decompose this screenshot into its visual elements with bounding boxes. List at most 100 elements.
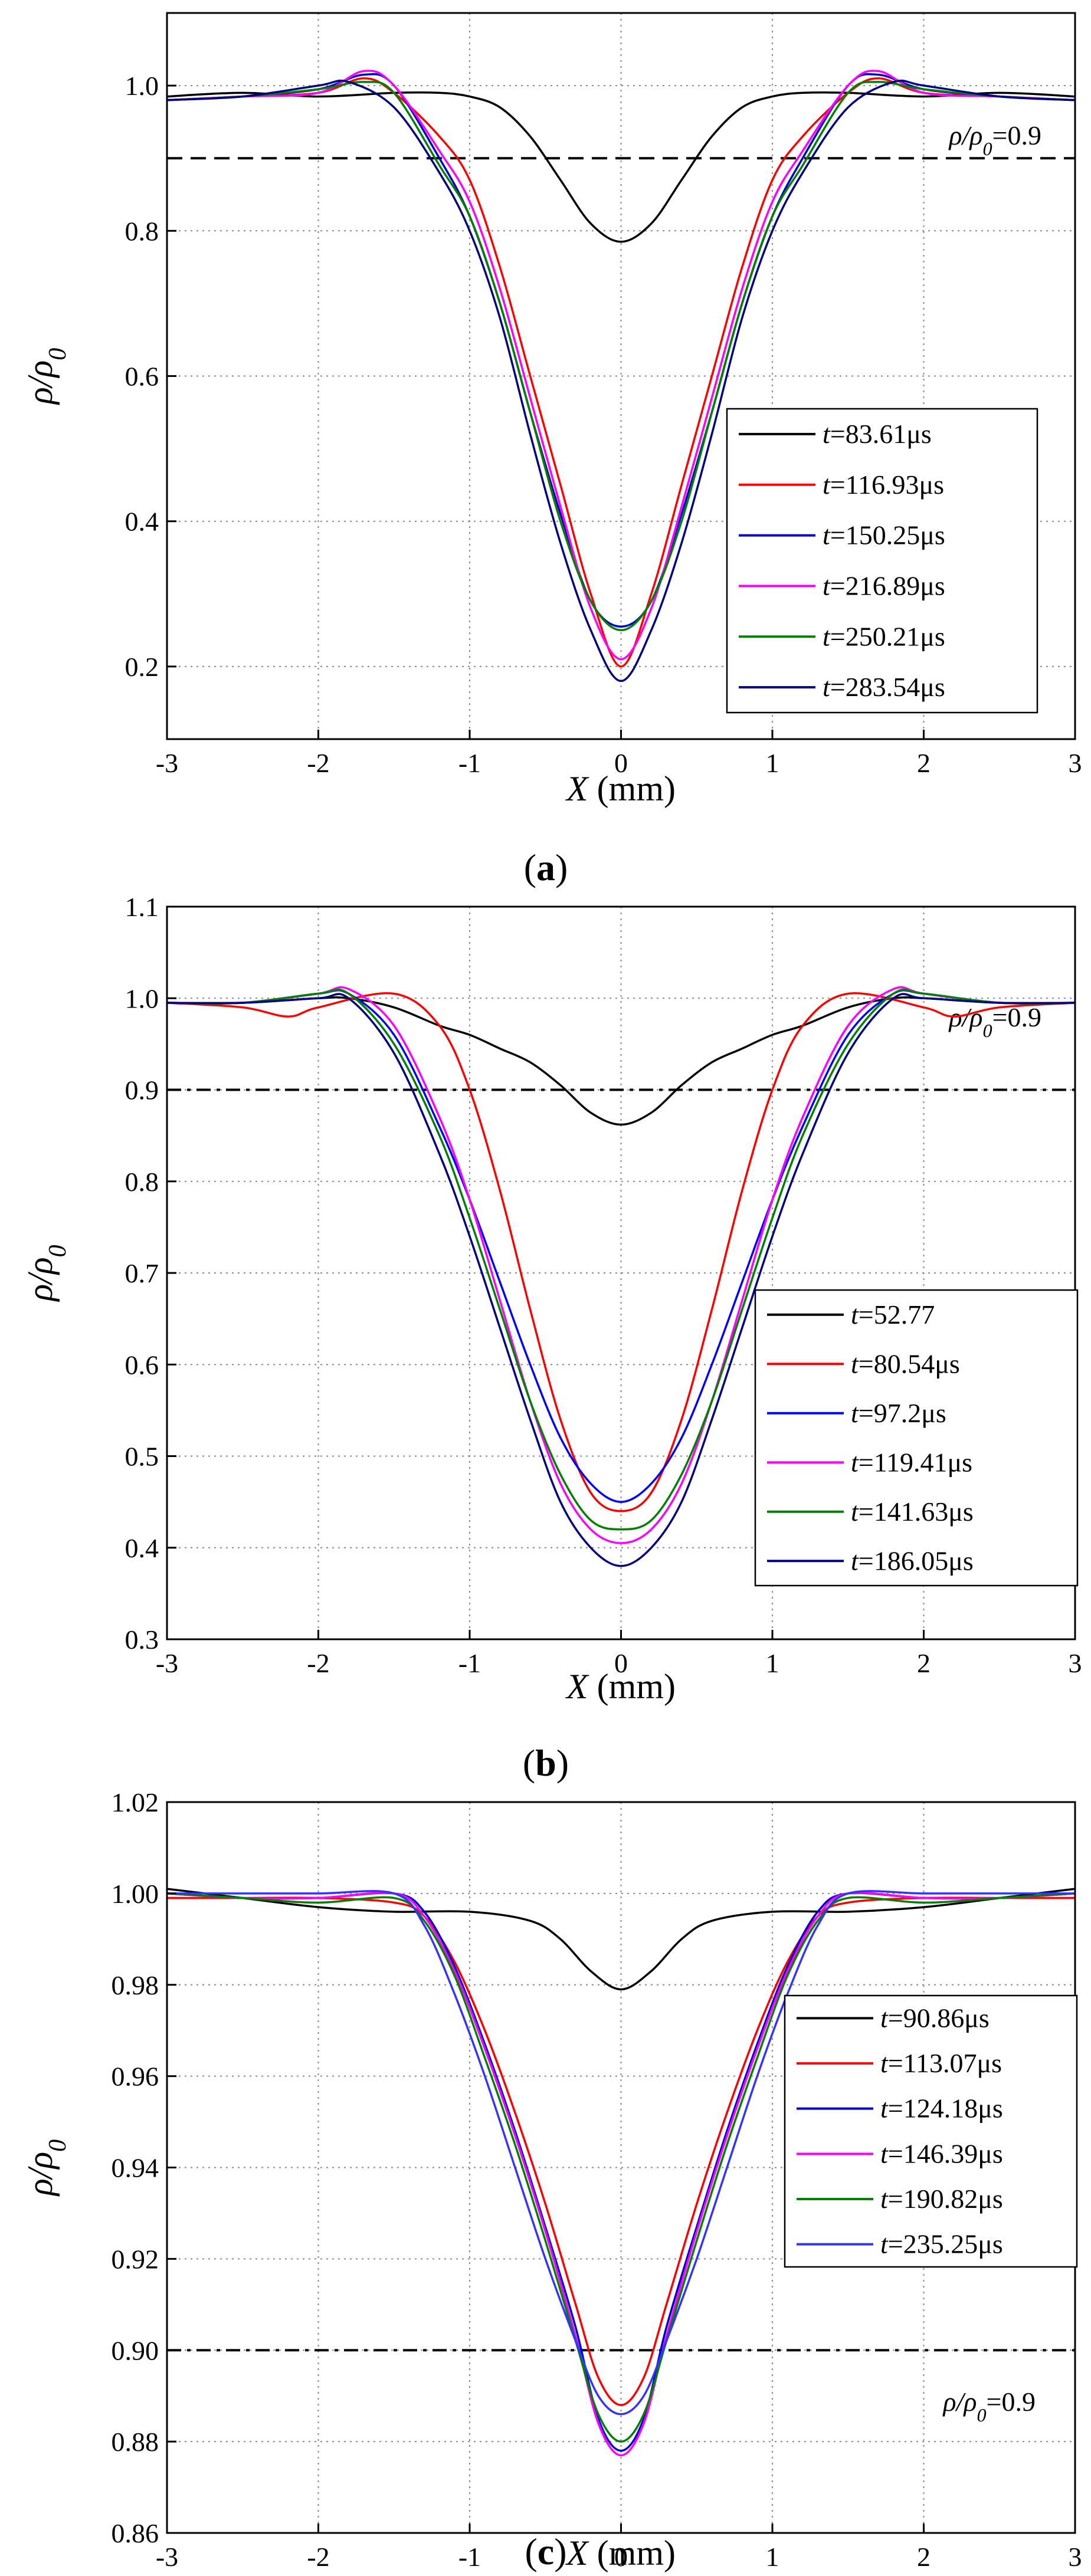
series-line-5 xyxy=(166,1892,1076,2443)
y-tick-label: 0.90 xyxy=(112,2335,159,2365)
y-tick-label: 0.9 xyxy=(125,1075,159,1105)
y-tick-label: 0.98 xyxy=(112,1970,159,2000)
x-axis-ticks: -3 -2 -1 0 1 2 3 xyxy=(156,1630,1082,1678)
series-line-5 xyxy=(166,988,1076,1531)
legend-entry-1: t=90.86μs xyxy=(880,2003,990,2033)
legend-box xyxy=(784,1994,1078,2268)
legend-entry-3: t=97.2μs xyxy=(851,1398,946,1428)
x-axis-ticks: -3 -2 -1 0 1 2 3 xyxy=(156,2524,1082,2572)
x-tick-label: 3 xyxy=(1069,748,1082,778)
chart-panel-a: ρ/ρ0=0.9 -3 -2 -1 0 1 2 3 0.2 0.4 0.6 0.8 1.0 X (mm) ρ… xyxy=(21,12,1082,888)
panel-label: (c) xyxy=(525,2531,566,2572)
y-tick-label: 0.92 xyxy=(112,2244,159,2274)
y-axis-ticks: 0.3 0.4 0.5 0.6 0.7 0.8 0.9 1.0 1.1 xyxy=(125,892,176,1655)
y-tick-label: 0.8 xyxy=(125,1167,159,1197)
legend-entry-2: t=80.54μs xyxy=(851,1348,960,1379)
legend-entry-1: t=52.77 xyxy=(851,1300,935,1330)
series-line-6 xyxy=(166,79,1076,682)
x-tick-label: -3 xyxy=(156,2542,178,2572)
y-tick-label: 0.6 xyxy=(125,362,159,392)
legend-entry-4: t=119.41μs xyxy=(851,1447,972,1477)
legend-entry-5: t=190.82μs xyxy=(880,2184,1003,2214)
legend: t=83.61μs t=116.93μs t=150.25μs t=216.89μs t… xyxy=(726,408,1038,714)
legend-box xyxy=(754,1289,1079,1587)
reference-line-label: ρ/ρ0=0.9 xyxy=(948,120,1042,159)
x-axis-title: X (mm) xyxy=(565,2534,676,2572)
y-tick-label: 0.86 xyxy=(112,2518,159,2548)
y-axis-title: ρ/ρ0 xyxy=(21,1245,71,1302)
y-tick-label: 0.7 xyxy=(125,1258,159,1288)
series-line-4 xyxy=(166,1891,1076,2457)
x-tick-label: -1 xyxy=(458,1648,481,1678)
y-tick-label: 1.1 xyxy=(125,892,159,922)
series-line-6 xyxy=(166,993,1076,1567)
x-tick-label: 0 xyxy=(614,748,628,778)
x-tick-label: -3 xyxy=(156,748,178,778)
legend-entry-3: t=124.18μs xyxy=(880,2093,1003,2124)
y-axis-title: ρ/ρ0 xyxy=(21,2139,71,2197)
y-tick-label: 0.96 xyxy=(112,2062,159,2092)
legend-entry-1: t=83.61μs xyxy=(823,419,932,449)
x-tick-label: -2 xyxy=(307,2542,329,2572)
x-axis-title: X (mm) xyxy=(565,769,676,808)
reference-line-label: ρ/ρ0=0.9 xyxy=(942,2387,1036,2426)
series-group xyxy=(166,986,1076,1567)
series-line-2 xyxy=(166,992,1076,1512)
series-line-1 xyxy=(166,91,1076,243)
y-tick-label: 0.8 xyxy=(125,216,159,246)
y-tick-label: 0.4 xyxy=(125,1533,159,1563)
y-tick-label: 0.2 xyxy=(125,652,159,682)
y-tick-label: 0.94 xyxy=(112,2153,159,2183)
y-tick-label: 0.88 xyxy=(112,2427,159,2457)
legend: t=52.77 t=80.54μs t=97.2μs t=119.41μs t=141.… xyxy=(754,1289,1079,1587)
panel-label: (b) xyxy=(523,1742,569,1784)
chart-panel-c: ρ/ρ0=0.9-3 -2 -1 0 1 2 30.860.880.900.920.940.… xyxy=(21,1787,1082,2572)
x-axis-ticks: -3 -2 -1 0 1 2 3 xyxy=(156,730,1082,778)
y-axis-ticks: 0.2 0.4 0.6 0.8 1.0 xyxy=(125,71,176,682)
x-tick-label: -2 xyxy=(307,1648,329,1678)
legend-entry-6: t=186.05μs xyxy=(851,1545,974,1576)
legend-entry-6: t=235.25μs xyxy=(880,2229,1003,2259)
chart-panel-b: ρ/ρ0=0.9 -3 -2 -1 0 1 2 3 0.3 0.4 0.5 0.6 0.7 0.8 0.9 1… xyxy=(21,892,1082,1784)
legend-entry-5: t=250.21μs xyxy=(823,621,945,651)
series-group xyxy=(166,1888,1076,2457)
y-axis-ticks: 0.86 0.88 0.90 0.92 0.94 0.96 0.98 1.00 1.02 xyxy=(112,1787,176,2548)
legend-entry-4: t=146.39μs xyxy=(880,2138,1003,2168)
y-tick-label: 1.00 xyxy=(112,1879,159,1909)
x-tick-label: -2 xyxy=(307,748,329,778)
y-tick-label: 0.3 xyxy=(125,1625,159,1655)
legend-box xyxy=(726,408,1038,714)
series-line-4 xyxy=(166,70,1076,661)
x-tick-label: 2 xyxy=(917,2542,931,2572)
x-tick-label: 3 xyxy=(1069,2542,1082,2572)
reference-line-label: ρ/ρ0=0.9 xyxy=(948,1002,1042,1041)
y-tick-label: 0.6 xyxy=(125,1350,159,1380)
y-tick-label: 1.0 xyxy=(125,71,159,101)
legend-entry-3: t=150.25μs xyxy=(823,520,945,550)
y-tick-label: 1.0 xyxy=(125,983,159,1013)
x-tick-label: 1 xyxy=(766,748,779,778)
x-tick-label: 1 xyxy=(766,1648,779,1678)
x-tick-label: 2 xyxy=(917,1648,931,1678)
y-tick-label: 0.5 xyxy=(125,1442,159,1472)
y-tick-label: 1.02 xyxy=(112,1787,159,1817)
x-tick-label: -1 xyxy=(458,748,481,778)
series-line-4 xyxy=(166,986,1076,1544)
y-axis-title: ρ/ρ0 xyxy=(21,348,71,405)
x-tick-label: 0 xyxy=(614,1648,628,1678)
series-line-2 xyxy=(166,1896,1075,2406)
x-tick-label: 0 xyxy=(614,2542,628,2572)
series-line-3 xyxy=(166,989,1076,1503)
series-line-6 xyxy=(167,1890,1075,2416)
legend-entry-2: t=113.07μs xyxy=(880,2048,1002,2078)
legend-entry-2: t=116.93μs xyxy=(823,470,944,500)
x-tick-label: 3 xyxy=(1069,1648,1082,1678)
series-line-1 xyxy=(166,1888,1076,1991)
x-tick-label: 1 xyxy=(766,2542,779,2572)
legend-entry-4: t=216.89μs xyxy=(823,570,945,600)
series-line-5 xyxy=(166,81,1076,632)
x-axis-title: X (mm) xyxy=(565,1667,676,1706)
x-tick-label: 2 xyxy=(917,748,931,778)
y-tick-label: 0.4 xyxy=(125,507,159,537)
